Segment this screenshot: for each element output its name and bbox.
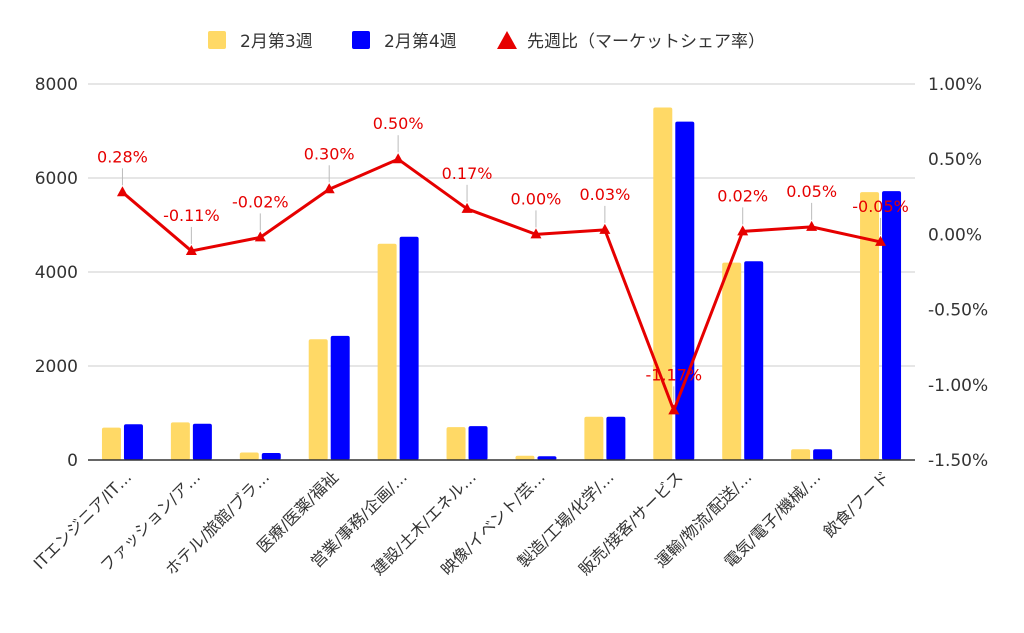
line-data-label: -0.11% [163,206,220,225]
legend-marker-series-3 [497,31,517,49]
bar-series-1 [308,339,328,460]
line-point-marker [185,244,197,255]
legend-swatch-series-2 [352,31,370,49]
legend-swatch-series-1 [208,31,226,49]
line-point-marker [806,220,818,231]
bars [101,107,902,460]
bar-series-1 [446,427,466,460]
y-left-tick-label: 4000 [35,263,78,283]
bar-series-2 [123,424,143,460]
bar-series-1 [101,427,121,460]
line-point-marker [461,202,473,213]
bar-series-2 [330,335,350,460]
bar-series-1 [515,455,535,460]
bar-series-2 [468,426,488,460]
line-point-marker [530,228,542,239]
bar-series-1 [860,192,880,460]
bar-series-1 [170,422,190,460]
bar-series-2 [813,449,833,460]
legend-label-series-3: 先週比（マーケットシェア率） [527,32,765,52]
y-left-tick-label: 2000 [35,357,78,377]
y-right-tick-label: 1.00% [928,75,982,95]
line-data-label: -0.02% [232,192,289,211]
line-point-marker [668,404,680,415]
bar-series-2 [606,416,626,460]
line-point-marker [875,235,887,246]
bar-series-1 [722,262,742,460]
bar-series-1 [584,416,604,460]
y-left-tick-label: 8000 [35,75,78,95]
line-series-path [121,157,881,412]
line-data-label: 0.28% [97,147,148,166]
legend: 2月第3週 2月第4週 先週比（マーケットシェア率） [208,31,765,52]
x-category-label: 飲食/フード [820,467,894,541]
line-data-label: 0.17% [442,164,493,183]
bar-series-2 [537,456,557,460]
bar-series-2 [261,452,281,460]
line-data-label: 0.30% [304,144,355,163]
y-right-tick-label: 0.00% [928,225,982,245]
y-right-tick-label: -0.50% [928,301,988,321]
gridlines [88,83,915,367]
bar-series-1 [239,452,259,460]
y-right-tick-label: -1.50% [928,451,988,471]
data-labels: 0.28% -0.11% -0.02% 0.30% 0.50% 0.17% 0.00% 0.0… [97,114,909,404]
line-point-marker [254,231,266,242]
line-data-label: 0.05% [786,182,837,201]
line-point-marker [737,225,749,236]
bar-series-2 [399,236,419,460]
line-point-marker [392,153,404,164]
bar-series-2 [882,191,902,460]
y-left-tick-label: 6000 [35,169,78,189]
y-right-tick-label: -1.00% [928,376,988,396]
line-data-label: -0.05% [852,197,909,216]
axes: 0 2000 4000 6000 8000 -1.50% -1.00% -0.50% 0.00%… [30,75,988,579]
bar-series-1 [791,449,811,460]
bar-series-1 [377,243,397,460]
line-data-label: -1.17% [645,365,702,384]
line-data-label: 0.50% [373,114,424,133]
line-series [116,153,887,415]
bar-series-1 [653,107,673,460]
legend-label-series-2: 2月第4週 [384,32,457,52]
line-data-label: 0.00% [511,189,562,208]
line-point-marker [599,223,611,234]
y-left-tick-label: 0 [67,451,78,471]
line-data-label: 0.02% [717,186,768,205]
legend-label-series-1: 2月第3週 [240,32,313,52]
line-point-marker [323,183,335,194]
y-right-tick-label: 0.50% [928,150,982,170]
bar-series-2 [192,423,212,460]
bar-series-2 [675,121,695,460]
line-point-marker [116,186,128,197]
line-data-label: 0.03% [579,185,630,204]
bar-series-2 [744,261,764,460]
